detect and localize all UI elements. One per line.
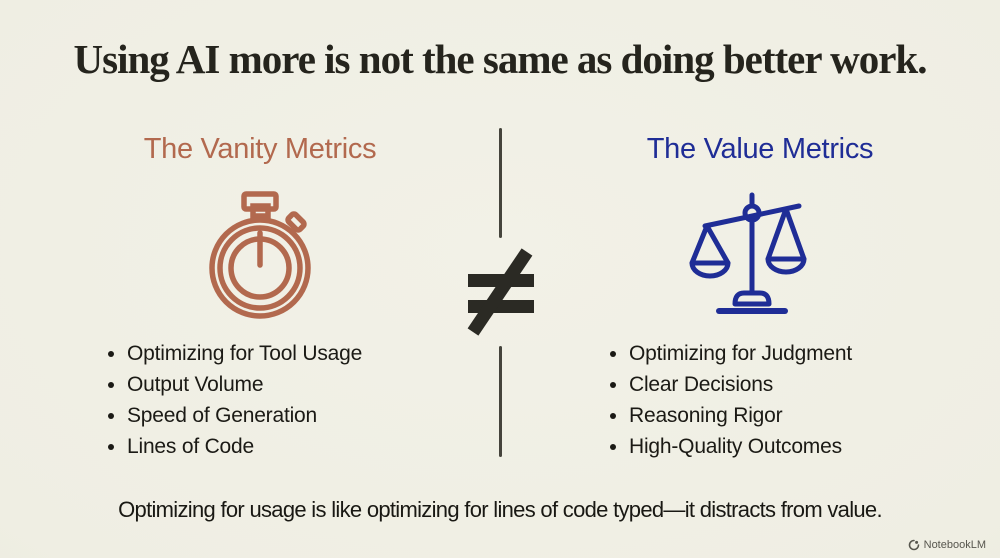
list-item-label: Speed of Generation <box>127 403 318 427</box>
bullet-icon <box>610 412 616 419</box>
list-item-label: Reasoning Rigor <box>629 403 783 427</box>
vanity-metrics-list: Optimizing for Tool Usage Output Volume … <box>108 338 448 462</box>
scale-right-pan <box>765 256 807 275</box>
bullet-icon <box>108 350 114 357</box>
scale-top-knob <box>749 192 755 198</box>
bullet-icon <box>108 443 114 450</box>
list-item: Speed of Generation <box>108 400 448 431</box>
slide-title: Using AI more is not the same as doing b… <box>73 36 928 82</box>
list-item: Optimizing for Tool Usage <box>108 338 448 369</box>
divider-line-bottom <box>499 346 502 457</box>
divider-line-top <box>499 128 502 238</box>
list-item-label: Optimizing for Judgment <box>629 341 852 365</box>
list-item-label: Output Volume <box>127 372 264 396</box>
scale-left-strings <box>689 223 731 266</box>
not-equal-icon <box>455 240 545 344</box>
list-item-label: Clear Decisions <box>629 372 774 396</box>
value-metrics-list: Optimizing for Judgment Clear Decisions … <box>610 338 950 462</box>
balance-scale-icon <box>683 191 823 319</box>
stopwatch-outer-ring <box>209 217 311 319</box>
bullet-icon <box>610 350 616 357</box>
watermark: NotebookLM <box>908 539 986 551</box>
list-item-label: High-Quality Outcomes <box>629 434 842 458</box>
stopwatch-stem <box>250 203 271 219</box>
bullet-icon <box>108 412 114 419</box>
stopwatch-mid-ring <box>217 225 303 311</box>
scale-left-pan <box>689 260 731 279</box>
bullet-icon <box>610 443 616 450</box>
bullet-icon <box>610 381 616 388</box>
watermark-label: NotebookLM <box>923 539 986 551</box>
stopwatch-cap <box>241 191 279 212</box>
list-item-label: Lines of Code <box>127 434 254 458</box>
stopwatch-side-button <box>285 211 307 233</box>
list-item: Output Volume <box>108 369 448 400</box>
stopwatch-icon <box>196 186 346 326</box>
value-metrics-heading: The Value Metrics <box>646 133 874 165</box>
list-item: Reasoning Rigor <box>610 400 950 431</box>
list-item-label: Optimizing for Tool Usage <box>127 341 363 365</box>
list-item: Clear Decisions <box>610 369 950 400</box>
list-item: High-Quality Outcomes <box>610 431 950 462</box>
scale-pedestal <box>732 290 772 307</box>
vanity-metrics-heading: The Vanity Metrics <box>143 133 377 165</box>
scale-right-strings <box>765 206 807 262</box>
bullet-icon <box>108 381 114 388</box>
list-item: Optimizing for Judgment <box>610 338 950 369</box>
notebooklm-logo-icon <box>908 539 919 551</box>
caption: Optimizing for usage is like optimizing … <box>118 497 882 522</box>
list-item: Lines of Code <box>108 431 448 462</box>
